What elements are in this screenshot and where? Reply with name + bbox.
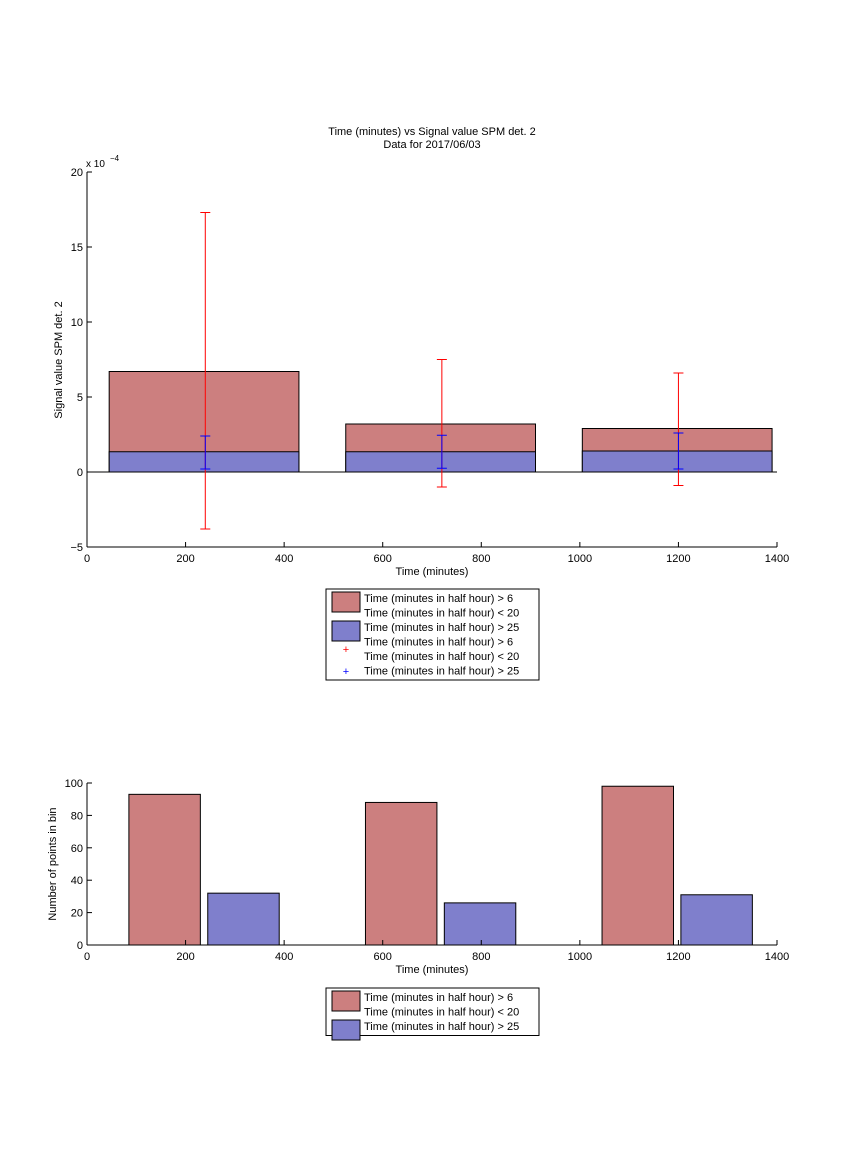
y-tick-label: 10 (71, 317, 83, 329)
legend-swatch (331, 990, 361, 1012)
legend-entry-label: Time (minutes in half hour) > 6 (364, 992, 513, 1004)
y-tick-label: 20 (71, 908, 83, 920)
bar-series2-2 (345, 451, 536, 473)
y-tick-label: 5 (77, 392, 83, 404)
exponent-base: x 10 (86, 159, 105, 170)
y-axis-exponent: x 10 −4 (86, 154, 120, 170)
legend-entry-label: Time (minutes in half hour) > 6 (364, 593, 513, 605)
x-tick-label: 1400 (765, 951, 789, 963)
x-tick-label: 800 (472, 553, 490, 565)
legend: Time (minutes in half hour) > 6 Time (min… (325, 987, 540, 1041)
chart-title: Time (minutes) vs Signal value SPM det. … (328, 126, 535, 138)
y-tick-label: 80 (71, 810, 83, 822)
legend-marker: + (343, 666, 349, 678)
x-tick-label: 600 (374, 951, 392, 963)
x-tick-label: 200 (176, 951, 194, 963)
bar-series2-2 (443, 902, 517, 946)
x-tick-label: 800 (472, 951, 490, 963)
y-axis-label: Signal value SPM det. 2 (53, 301, 65, 418)
bar-series2-3 (680, 894, 753, 946)
legend: Time (minutes in half hour) > 6 Time (min… (325, 588, 540, 681)
error-bar-series2-2 (436, 434, 447, 469)
chart-subtitle: Data for 2017/06/03 (383, 139, 480, 151)
y-tick-label: 60 (71, 843, 83, 855)
x-axis-label: Time (minutes) (396, 964, 469, 976)
y-tick-label: 40 (71, 875, 83, 887)
legend-box (325, 588, 540, 681)
y-tick-label: 100 (65, 778, 83, 790)
legend-entry-label: Time (minutes in half hour) > 25 (364, 1021, 519, 1033)
exponent-power: −4 (110, 154, 120, 163)
x-tick-label: 1200 (666, 553, 690, 565)
x-tick-label: 1400 (765, 553, 789, 565)
legend-swatch (331, 1019, 361, 1041)
error-bar-series1-1 (200, 212, 211, 530)
legend-entry-label: Time (minutes in half hour) > 6 (364, 637, 513, 649)
legend-entry-label: Time (minutes in half hour) > 25 (364, 666, 519, 678)
y-tick-label: 0 (77, 940, 83, 952)
y-axis-label: Number of points in bin (47, 807, 59, 920)
legend-entry-label: Time (minutes in half hour) < 20 (364, 608, 519, 620)
y-tick-label: 15 (71, 242, 83, 254)
y-tick-label: 20 (71, 167, 83, 179)
bar-series2-1 (207, 892, 280, 946)
y-tick-label: −5 (70, 542, 83, 554)
legend-swatch (331, 591, 361, 613)
bar-series1-3 (601, 785, 674, 946)
x-axis-label: Time (minutes) (396, 566, 469, 578)
legend-entry-label: Time (minutes in half hour) > 25 (364, 622, 519, 634)
x-tick-label: 1200 (666, 951, 690, 963)
error-bar-series2-1 (200, 435, 211, 470)
x-tick-label: 1000 (568, 951, 592, 963)
plot-area: 0 200 400 600 800 1000 1200 1400 0 20 40 60 80 100 (65, 778, 790, 963)
x-tick-label: 1000 (568, 553, 592, 565)
bar-series1-2 (364, 801, 438, 946)
x-tick-label: 400 (275, 951, 293, 963)
legend-swatch (331, 620, 361, 642)
x-tick-label: 200 (176, 553, 194, 565)
error-bar-series2-3 (673, 432, 684, 470)
points-count-chart: 0 200 400 600 800 1000 1200 1400 0 20 40 60 80 100 Ti… (47, 778, 790, 1041)
x-tick-label: 400 (275, 553, 293, 565)
legend-entry-label: Time (minutes in half hour) < 20 (364, 651, 519, 663)
x-tick-label: 0 (84, 951, 90, 963)
legend-entry-label: Time (minutes in half hour) < 20 (364, 1007, 519, 1019)
x-tick-label: 0 (84, 553, 90, 565)
x-tick-label: 600 (374, 553, 392, 565)
legend-marker: + (343, 644, 349, 656)
bar-series1-1 (128, 793, 201, 946)
legend-box (325, 987, 540, 1036)
y-tick-label: 0 (77, 467, 83, 479)
signal-value-chart: Time (minutes) vs Signal value SPM det. … (53, 126, 789, 681)
